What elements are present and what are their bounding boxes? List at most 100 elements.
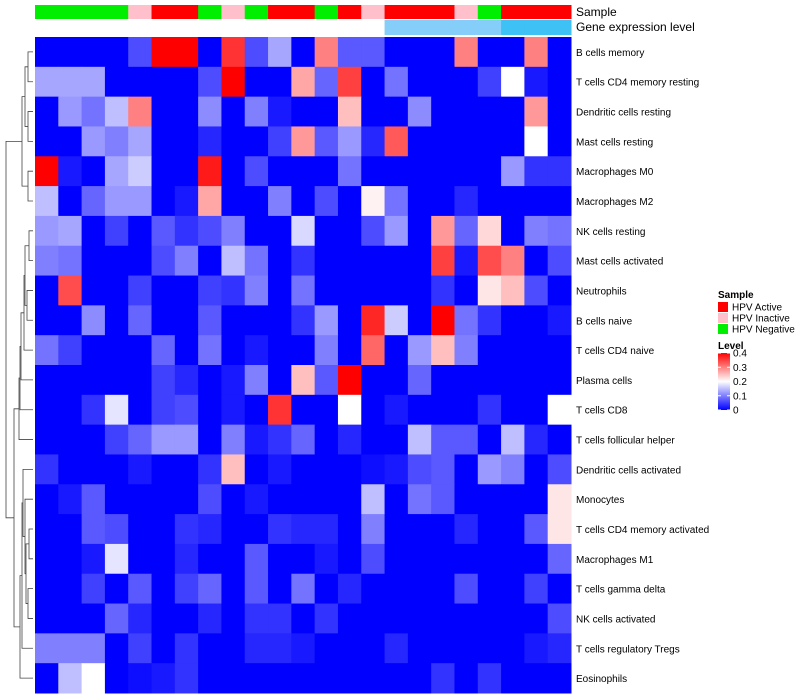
heatmap-cell [198, 335, 222, 366]
heatmap-cell [384, 424, 409, 455]
heatmap-cell [151, 245, 176, 277]
heatmap-cell [407, 37, 432, 68]
heatmap-cell [547, 454, 572, 485]
sample-annotation-cell [198, 5, 222, 19]
heatmap-cell [384, 215, 409, 247]
heatmap-cell [58, 365, 83, 396]
heatmap-cell [431, 633, 455, 664]
heatmap-cell [314, 335, 339, 366]
heatmap-cell [477, 186, 502, 217]
heatmap-cell [151, 484, 176, 515]
heatmap-cell [198, 305, 222, 336]
sample-annotation-cell [244, 5, 269, 19]
heatmap-cell [501, 186, 525, 217]
heatmap-cell [58, 424, 83, 455]
expression-annotation-cell [81, 20, 106, 35]
heatmap-cell [198, 633, 222, 664]
heatmap-cell [501, 543, 525, 575]
heatmap-cell [151, 365, 176, 396]
heatmap-cell [268, 186, 292, 217]
heatmap-cell [35, 335, 59, 366]
heatmap-cell [244, 543, 269, 575]
heatmap-cell [221, 66, 246, 98]
heatmap-cell [384, 514, 409, 545]
dendrogram-branch [19, 345, 33, 411]
heatmap-cell [361, 394, 386, 426]
heatmap-cell [361, 37, 386, 68]
heatmap-cell [104, 394, 129, 426]
row-label: NK cells activated [576, 614, 655, 625]
heatmap-cell [174, 573, 199, 605]
expression-annotation-cell [547, 20, 572, 35]
heatmap-cell [407, 424, 432, 455]
row-labels: B cells memory T cells CD4 memory resting… [576, 48, 709, 685]
sample-annotation-cell [431, 5, 455, 19]
heatmap-cell [244, 186, 269, 217]
heatmap-cell [151, 335, 176, 366]
expression-annotation-cell [431, 20, 455, 35]
heatmap-cell [501, 156, 525, 187]
heatmap-cell [501, 424, 525, 455]
heatmap-cell [501, 37, 525, 68]
heatmap-cell [361, 514, 386, 545]
heatmap-cell [268, 275, 292, 306]
heatmap-cell [454, 514, 479, 545]
sample-annotation-cell [524, 5, 549, 19]
heatmap-cell [407, 96, 432, 127]
heatmap-cell [35, 633, 59, 664]
heatmap-cell [454, 215, 479, 247]
heatmap-cell [431, 394, 455, 426]
heatmap-cell [128, 126, 153, 157]
heatmap-cell [477, 335, 502, 366]
heatmap-cell [547, 543, 572, 575]
heatmap-cell [501, 484, 525, 515]
annotation-label-sample: Sample [576, 5, 617, 19]
heatmap-cell [104, 275, 129, 306]
heatmap-cell [407, 543, 432, 575]
heatmap-cell [244, 275, 269, 306]
heatmap-cell [361, 215, 386, 247]
heatmap-cell [221, 633, 246, 664]
sample-annotation-cell [268, 5, 292, 19]
heatmap-cell [221, 96, 246, 127]
heatmap-cell [524, 305, 549, 336]
heatmap-cell [151, 126, 176, 157]
heatmap-cell [314, 603, 339, 634]
heatmap-cell [337, 156, 362, 187]
heatmap-cell [384, 663, 409, 694]
heatmap-cell [477, 96, 502, 127]
heatmap-cell [198, 603, 222, 634]
heatmap-cell [104, 37, 129, 68]
heatmap-cell [291, 37, 316, 68]
dendrogram-branch [27, 111, 33, 142]
heatmap-cell [524, 663, 549, 694]
heatmap-cell [291, 215, 316, 247]
heatmap-cell [35, 424, 59, 455]
heatmap-cell [524, 543, 549, 575]
heatmap-cell [268, 37, 292, 68]
heatmap-cell [35, 454, 59, 485]
heatmap-cell [524, 215, 549, 247]
heatmap-cell [174, 365, 199, 396]
heatmap-cell [524, 186, 549, 217]
heatmap-cell [128, 663, 153, 694]
heatmap-cell [407, 126, 432, 157]
sample-annotation-cell [291, 5, 316, 19]
row-label: B cells naive [576, 316, 633, 327]
heatmap-cell [547, 335, 572, 366]
sample-legend-label: HPV Inactive [732, 314, 790, 325]
heatmap-cell [407, 454, 432, 485]
heatmap-cell [337, 663, 362, 694]
dendrogram-branch [13, 408, 20, 628]
dendrogram-branch [27, 51, 33, 83]
heatmap-cell [58, 454, 83, 485]
heatmap-cell [104, 126, 129, 157]
heatmap-cell [35, 96, 59, 127]
heatmap-cell [431, 603, 455, 634]
heatmap-cell [407, 245, 432, 277]
heatmap-cell [151, 573, 176, 605]
heatmap-cell [314, 543, 339, 575]
heatmap-cell [35, 245, 59, 277]
heatmap-cell [268, 424, 292, 455]
